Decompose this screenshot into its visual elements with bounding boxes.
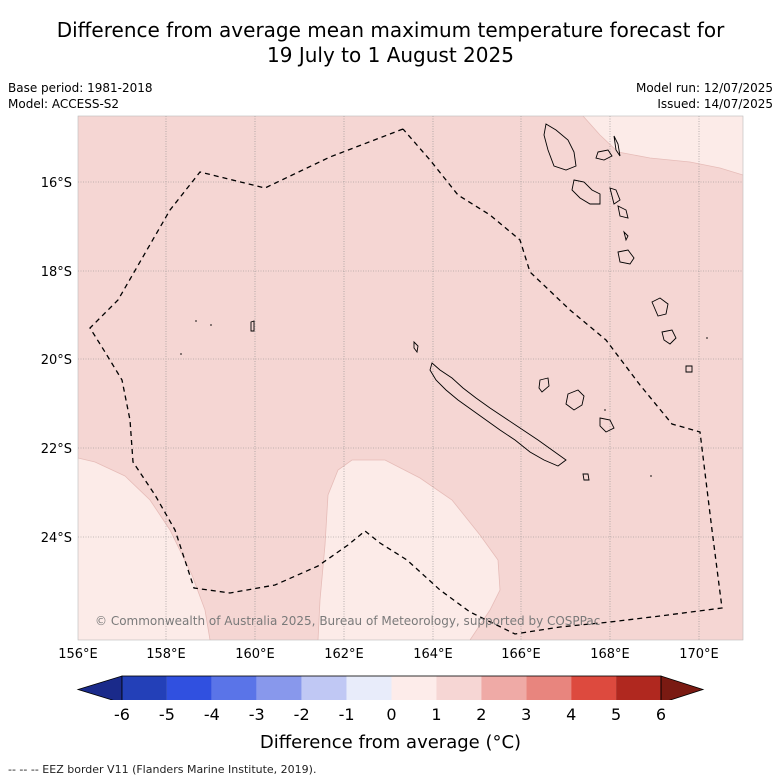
coast-ambae: [595, 149, 613, 161]
title-line-2: 19 July to 1 August 2025: [267, 43, 514, 67]
coast-malekula: [571, 179, 601, 205]
coast-lifou: [565, 389, 585, 411]
colorbar-extend-high: [660, 675, 705, 700]
colorbar-title: Difference from average (°C): [259, 732, 522, 753]
map-title: Difference from average mean maximum tem…: [0, 18, 781, 68]
colorbar-tick-label: -1: [338, 705, 355, 724]
map-frame: [77, 115, 744, 641]
contour-line-southwest: [78, 457, 211, 640]
lon-label: 158°E: [146, 647, 186, 662]
model-name: Model: ACCESS-S2: [8, 97, 120, 111]
colorbar-tick-label: -3: [248, 705, 265, 724]
longitude-labels: 156°E 158°E 160°E 162°E 164°E 166°E 168°…: [58, 647, 719, 662]
lon-label: 162°E: [324, 647, 364, 662]
meta-right: Model run: 12/07/2025 Issued: 14/07/2025: [636, 80, 773, 112]
colorbar-swatch: [616, 676, 661, 700]
lon-label: 164°E: [413, 647, 453, 662]
colorbar-tick-label: 4: [566, 705, 577, 724]
coast-chesterfield: [250, 320, 255, 332]
colorbar-swatch: [346, 676, 392, 700]
colorbar-swatch: [301, 676, 347, 700]
coast-maewo: [613, 135, 621, 157]
colorbar-swatch: [481, 676, 527, 700]
meta-left: Base period: 1981-2018 Model: ACCESS-S2: [8, 80, 153, 112]
lat-label: 24°S: [41, 531, 72, 546]
coastlines: [180, 123, 708, 481]
colorbar-tick-label: 2: [476, 705, 487, 724]
coast-efate: [617, 205, 629, 219]
coast-ouvea: [538, 377, 550, 393]
colorbar-tick-label: -5: [158, 705, 175, 724]
coast-loyalty-north: [651, 297, 669, 317]
contour-line-south-central: [317, 459, 501, 640]
eez-legend-footer: -- -- -- EEZ border V11 (Flanders Marine…: [8, 763, 317, 776]
colorbar: [76, 675, 705, 700]
lon-label: 156°E: [58, 647, 98, 662]
lon-label: 166°E: [501, 647, 541, 662]
colorbar-tick-label: 3: [521, 705, 532, 724]
colorbar-tick-label: 6: [655, 705, 667, 724]
eez-border: [89, 128, 723, 635]
lon-label: 168°E: [590, 647, 630, 662]
coast-tanna: [617, 249, 635, 265]
colorbar-tick-label: 5: [610, 705, 622, 724]
lat-label: 18°S: [41, 265, 72, 280]
contour-line-northeast: [582, 116, 743, 176]
copyright-notice: © Commonwealth of Australia 2025, Bureau…: [95, 614, 601, 628]
base-period: Base period: 1981-2018: [8, 81, 153, 95]
colorbar-swatch: [571, 676, 617, 700]
latitude-labels: 16°S 18°S 20°S 22°S 24°S: [41, 176, 72, 546]
coast-espiritu-santo: [543, 123, 577, 171]
lat-label: 16°S: [41, 176, 72, 191]
coast-erromango: [623, 230, 629, 242]
anomaly-region-0-1-southwest: [78, 458, 210, 640]
colorbar-swatch: [211, 676, 257, 700]
colorbar-swatch: [391, 676, 437, 700]
coast-mare: [599, 417, 615, 433]
model-run: Model run: 12/07/2025: [635, 81, 773, 95]
coast-new-caledonia: [429, 362, 567, 467]
title-line-1: Difference from average mean maximum tem…: [56, 18, 725, 42]
coast-pentecost: [609, 187, 621, 205]
colorbar-tick-label: -4: [203, 705, 220, 724]
colorbar-extend-low: [76, 675, 123, 700]
anomaly-region-0-1-south-central: [318, 460, 500, 640]
anomaly-region-0-1-northeast: [583, 116, 743, 175]
colorbar-swatch: [256, 676, 302, 700]
colorbar-swatch: [526, 676, 572, 700]
colorbar-swatch: [436, 676, 482, 700]
lat-label: 22°S: [41, 442, 72, 457]
colorbar-tick-label: -6: [114, 705, 130, 724]
coast-isle-of-pines: [582, 473, 590, 481]
map-figure: 16°S 18°S 20°S 22°S 24°S 156°E 158°E 160…: [41, 115, 744, 700]
lon-label: 160°E: [235, 647, 275, 662]
colorbar-tick-label: 0: [386, 705, 397, 724]
colorbar-swatch: [122, 676, 167, 700]
colorbar-tick-label: 1: [431, 705, 442, 724]
issued-date: Issued: 14/07/2025: [657, 97, 773, 111]
coast-walpole: [685, 365, 693, 373]
colorbar-tick-label: -2: [293, 705, 310, 724]
colorbar-frame: [121, 675, 662, 700]
coast-hunter-matthew: [661, 329, 677, 345]
coast-belep: [413, 340, 419, 354]
lon-label: 170°E: [679, 647, 719, 662]
lat-label: 20°S: [41, 353, 72, 368]
colorbar-swatch: [166, 676, 212, 700]
graticule: [78, 116, 743, 640]
